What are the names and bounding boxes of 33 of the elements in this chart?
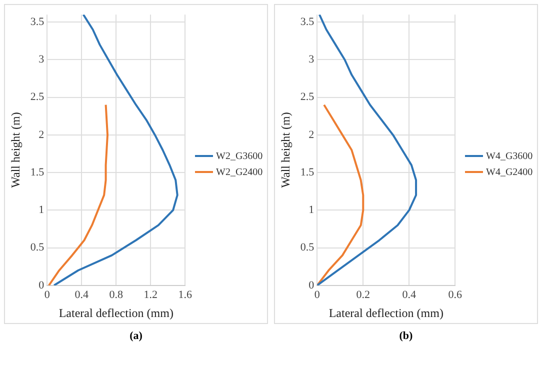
x-tick-label: 1.6 [178, 288, 192, 301]
legend-label: W2_G2400 [216, 166, 263, 178]
y-axis-title: Wall height (m) [278, 112, 292, 188]
y-tick-label: 0.5 [300, 242, 315, 254]
x-tick-label: 0.8 [109, 288, 124, 301]
x-tick-label: 0.4 [74, 288, 90, 301]
x-axis-title: Lateral deflection (mm) [58, 306, 174, 320]
x-axis-title: Lateral deflection (mm) [328, 306, 444, 320]
y-tick-label: 3.5 [300, 16, 315, 28]
y-tick-label: 2 [38, 128, 44, 141]
x-tick-label: 0.4 [402, 288, 417, 301]
y-tick-label: 3.5 [30, 16, 45, 28]
y-tick-label: 2 [308, 128, 314, 141]
y-tick-label: 1.5 [30, 166, 45, 178]
x-tick-label: 1.2 [144, 288, 158, 301]
y-tick-label: 0 [308, 279, 315, 292]
y-tick-label: 1 [308, 204, 314, 216]
y-tick-label: 1 [38, 204, 44, 216]
text: (a) [128, 330, 144, 342]
y-tick-label: 0 [38, 279, 45, 292]
y-tick-label: 0.5 [30, 242, 45, 254]
legend-label: W4_G3600 [486, 150, 533, 162]
y-tick-label: 2.5 [30, 91, 45, 104]
y-tick-label: 2.5 [300, 91, 315, 104]
x-tick-label: 0.6 [448, 288, 462, 301]
y-tick-label: 1.5 [300, 166, 315, 178]
x-tick-label: 0.2 [356, 288, 370, 301]
y-tick-label: 3 [308, 54, 315, 66]
text: (b) [398, 330, 414, 342]
legend-label: W4_G2400 [486, 166, 533, 178]
y-tick-label: 3 [38, 54, 45, 66]
y-axis-title: Wall height (m) [8, 112, 22, 188]
legend-label: W2_G3600 [216, 150, 263, 162]
